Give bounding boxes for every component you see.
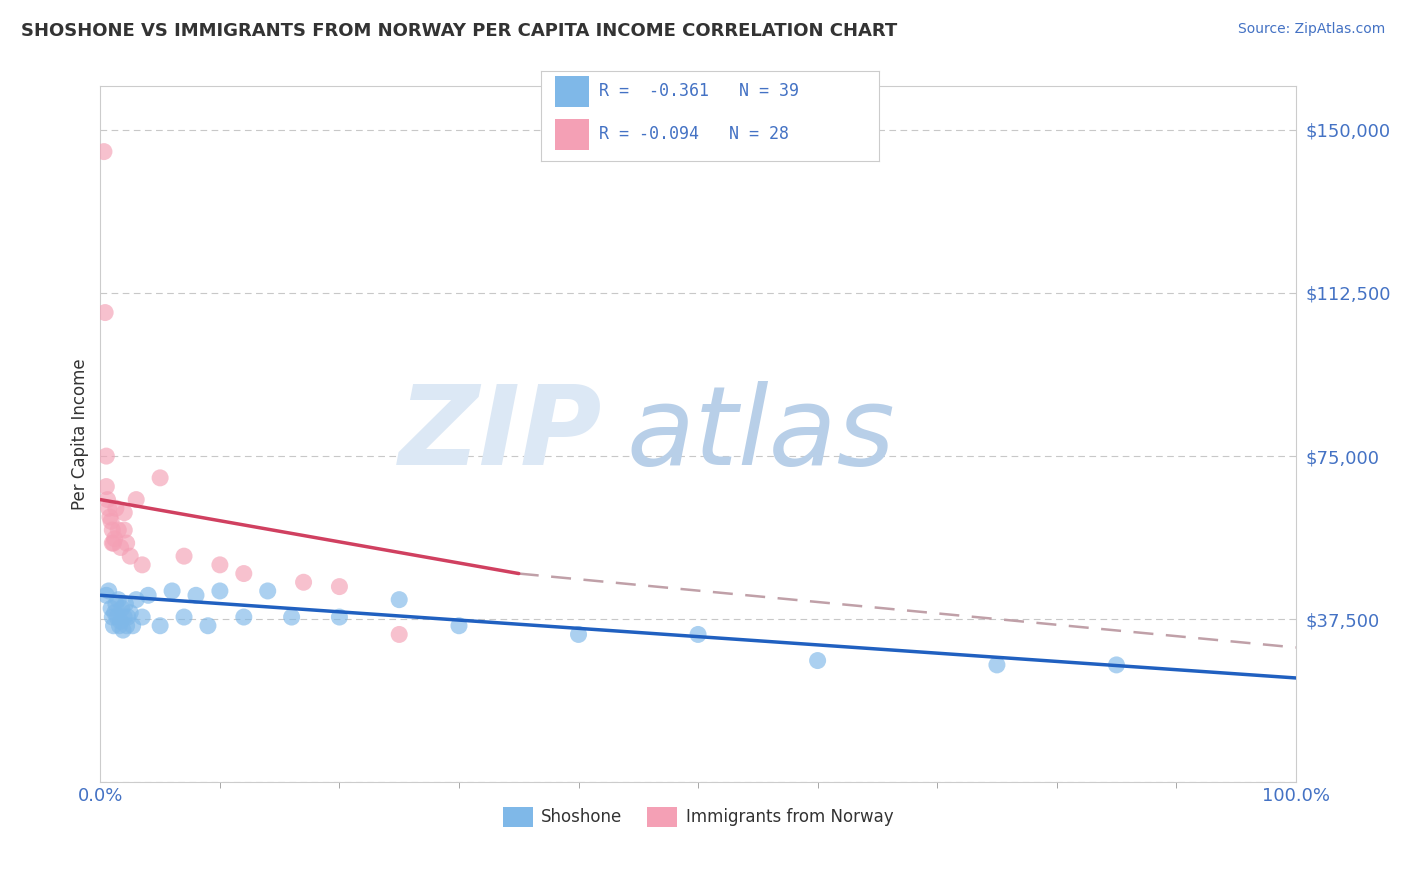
Point	[103, 619, 125, 633]
Point	[567, 627, 589, 641]
Point	[112, 506, 135, 520]
Point	[101, 536, 124, 550]
Point	[115, 619, 138, 633]
Point	[100, 514, 122, 528]
Point	[208, 584, 231, 599]
Point	[97, 584, 120, 599]
Point	[104, 597, 127, 611]
Point	[328, 610, 350, 624]
Point	[197, 619, 219, 633]
Point	[131, 610, 153, 624]
Point	[93, 145, 115, 159]
Bar	[555, 119, 589, 150]
Point	[110, 541, 132, 555]
Point	[96, 479, 118, 493]
Point	[104, 606, 127, 620]
Point	[125, 492, 148, 507]
Text: R = -0.094   N = 28: R = -0.094 N = 28	[599, 125, 789, 144]
Point	[280, 610, 302, 624]
Point	[110, 615, 132, 629]
Point	[986, 657, 1008, 672]
Point	[96, 449, 118, 463]
Point	[117, 610, 139, 624]
Text: ZIP: ZIP	[399, 381, 602, 488]
Point	[328, 580, 350, 594]
Point	[112, 610, 135, 624]
Point	[184, 588, 207, 602]
Point	[111, 601, 134, 615]
Text: SHOSHONE VS IMMIGRANTS FROM NORWAY PER CAPITA INCOME CORRELATION CHART: SHOSHONE VS IMMIGRANTS FROM NORWAY PER C…	[21, 22, 897, 40]
Point	[104, 501, 127, 516]
Point	[686, 627, 709, 641]
Text: R =  -0.361   N = 39: R = -0.361 N = 39	[599, 82, 799, 101]
Point	[447, 619, 470, 633]
Point	[105, 610, 128, 624]
Point	[101, 523, 124, 537]
Point	[131, 558, 153, 572]
Point	[292, 575, 315, 590]
Point	[173, 610, 195, 624]
Point	[115, 536, 138, 550]
Point	[104, 532, 127, 546]
Point	[107, 592, 129, 607]
Point	[96, 492, 118, 507]
Point	[232, 610, 254, 624]
Point	[149, 619, 172, 633]
Point	[388, 627, 411, 641]
Point	[107, 523, 129, 537]
Point	[125, 592, 148, 607]
Point	[160, 584, 183, 599]
Y-axis label: Per Capita Income: Per Capita Income	[72, 359, 89, 510]
Point	[256, 584, 278, 599]
Point	[149, 471, 172, 485]
Text: Source: ZipAtlas.com: Source: ZipAtlas.com	[1237, 22, 1385, 37]
Point	[121, 619, 143, 633]
Point	[96, 588, 118, 602]
Bar	[555, 76, 589, 107]
Point	[120, 606, 142, 620]
Point	[114, 597, 136, 611]
Point	[1105, 657, 1128, 672]
Point	[108, 619, 131, 633]
Point	[101, 610, 124, 624]
Point	[112, 623, 135, 637]
Point	[94, 305, 117, 319]
Point	[388, 592, 411, 607]
Point	[103, 536, 125, 550]
Point	[136, 588, 159, 602]
Point	[100, 601, 122, 615]
Point	[120, 549, 142, 563]
Legend: Shoshone, Immigrants from Norway: Shoshone, Immigrants from Norway	[496, 801, 900, 833]
Point	[98, 510, 121, 524]
Point	[112, 523, 135, 537]
Point	[173, 549, 195, 563]
Point	[232, 566, 254, 581]
Point	[97, 501, 120, 516]
Point	[208, 558, 231, 572]
Point	[807, 654, 830, 668]
Text: atlas: atlas	[626, 381, 896, 488]
